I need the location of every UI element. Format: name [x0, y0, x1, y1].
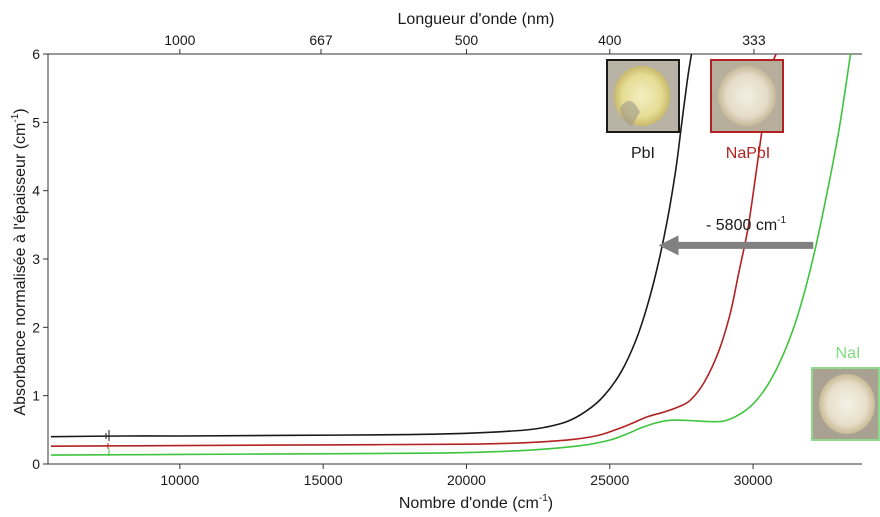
x-tick-label: 15000	[304, 472, 343, 488]
series-line-napbi	[50, 53, 777, 447]
y-tick-label: 6	[32, 46, 40, 62]
sample-pbi-frame	[606, 59, 680, 133]
y-axis-ticks: 0 1 2 3 4 5 6	[32, 46, 48, 472]
x2-tick-label: 667	[309, 32, 333, 48]
y-tick-label: 5	[32, 114, 40, 130]
y-tick-label: 1	[32, 388, 40, 404]
sample-napbi-pellet	[718, 66, 776, 126]
x2-tick-label: 500	[455, 32, 479, 48]
x2-axis-ticks: 1000 667 500 400 333	[164, 32, 766, 54]
x-axis-title: Nombre d'onde (cm-1)	[399, 493, 553, 512]
sample-napbi-frame	[710, 59, 784, 133]
shift-arrow-head	[658, 235, 679, 256]
shift-annotation: - 5800 cm-1	[658, 215, 814, 256]
sample-pbi-pellet	[614, 66, 670, 126]
sample-nai: NaI	[811, 345, 880, 441]
y-tick-label: 3	[32, 251, 40, 267]
y-tick-label: 2	[32, 319, 40, 335]
sample-napbi-label: NaPbI	[726, 145, 770, 162]
x2-tick-label: 1000	[164, 32, 195, 48]
x2-tick-label: 400	[598, 32, 622, 48]
sample-nai-label: NaI	[836, 345, 861, 362]
x2-axis-title: Longueur d'onde (nm)	[398, 11, 555, 28]
x-tick-label: 30000	[734, 472, 773, 488]
sample-nai-frame	[811, 367, 880, 441]
sample-nai-pellet	[819, 374, 875, 434]
y-tick-label: 0	[32, 456, 40, 472]
y-axis-title: Absorbance normalisée à l'épaisseur (cm-…	[10, 108, 29, 415]
series-line-nai	[50, 53, 852, 456]
series-layer	[50, 53, 852, 456]
series-line-pbi	[50, 53, 693, 438]
x-axis-ticks: 10000 15000 20000 25000 30000	[160, 464, 773, 488]
sample-pbi-chip	[620, 100, 640, 126]
x-tick-label: 10000	[160, 472, 199, 488]
x-tick-label: 20000	[447, 472, 486, 488]
sample-pbi: PbI	[606, 59, 680, 162]
x-tick-label: 25000	[590, 472, 629, 488]
noise-spikes	[105, 430, 110, 456]
y-tick-label: 4	[32, 183, 40, 199]
sample-pbi-label: PbI	[631, 145, 655, 162]
sample-napbi: NaPbI	[710, 59, 784, 162]
shift-label: - 5800 cm-1	[706, 215, 786, 234]
x2-tick-label: 333	[742, 32, 766, 48]
